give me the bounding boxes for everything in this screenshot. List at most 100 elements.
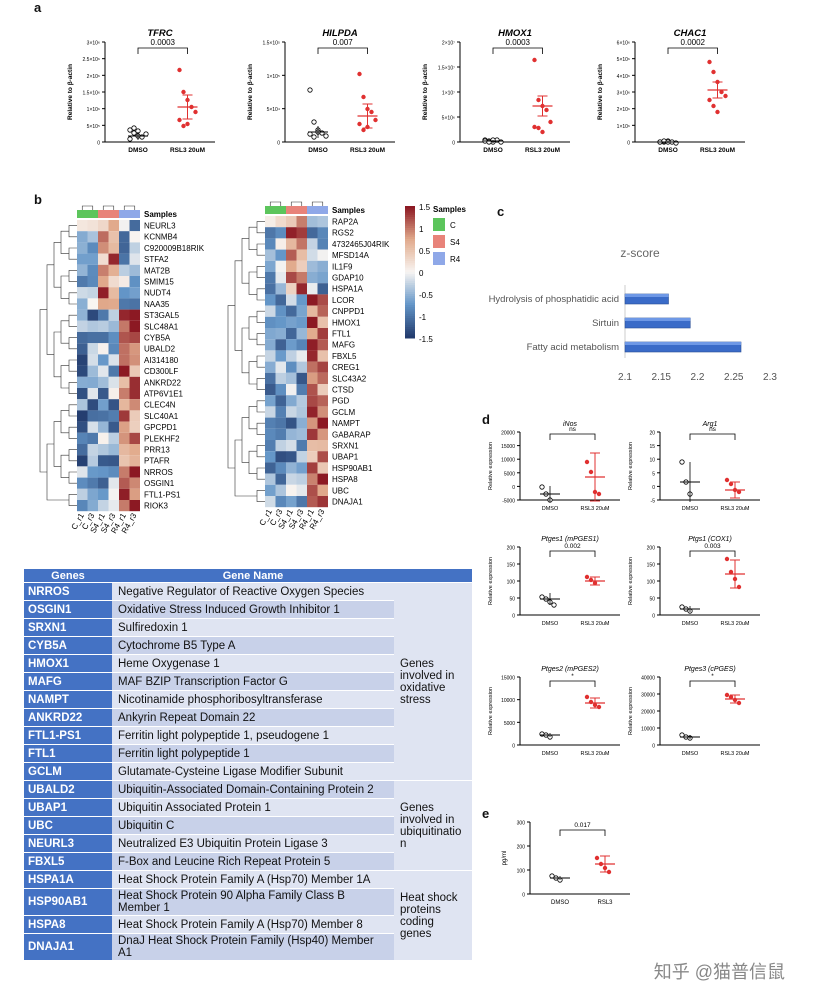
x-category-label: DMSO: [483, 147, 503, 154]
gene-full-name: Ferritin light polypeptide 1, pseudogene…: [112, 727, 394, 744]
heatmap-cell: [307, 260, 318, 272]
significance-bracket: [549, 433, 596, 440]
heatmap-cell: [296, 361, 307, 373]
colorbar-segment: [405, 300, 415, 304]
heatmap-cell: [77, 399, 88, 411]
heatmap-cell: [108, 365, 119, 377]
gene-table: Genes Gene Name NRROS Negative Regulator …: [24, 568, 472, 961]
heatmap-cell: [296, 249, 307, 261]
heatmap-cell: [307, 305, 318, 317]
heatmap-cell: [98, 365, 109, 377]
heatmap-cell: [307, 473, 318, 485]
heatmap-grid: Samples NEURL3 KCNMB4 C920009B18RIK STFA2 MAT…: [39, 205, 205, 535]
control-dot: [311, 134, 317, 140]
gene-symbol: HSPA1A: [24, 871, 112, 888]
colorbar-tick-label: -1: [419, 313, 427, 322]
chart-title: HMOX1: [498, 28, 532, 39]
y-tick-label: 1×10⁶: [87, 107, 100, 113]
heatmap-cell: [119, 410, 130, 422]
heatmap-cell: [307, 328, 318, 340]
dendrogram-branch: [256, 355, 265, 368]
colorbar-segment: [405, 252, 415, 255]
gene-full-name: F-Box and Leucine Rich Repeat Protein 5: [112, 853, 394, 870]
heatmap-colorbar: 1.5 1 0.5 0 -0.5 -1 -1.5: [405, 203, 433, 344]
heatmap-grid: Samples RAP2A RGS2 4732465J04RIK MFSD14A IL1F…: [227, 201, 390, 531]
x-category-label: RSL3 20uM: [700, 147, 735, 154]
heatmap-cell: [286, 440, 297, 452]
zscore-bars: Hydrolysis of phosphatidic acid Sirtuin Fa…: [489, 285, 777, 383]
gene-full-name: Oxidative Stress Induced Growth Inhibito…: [112, 601, 394, 618]
y-tick-label: 5×10⁵: [87, 124, 100, 130]
treatment-dot: [357, 121, 362, 127]
heatmap-cell: [77, 455, 88, 467]
significance-bracket: [689, 433, 736, 440]
heatmap-cell: [87, 455, 98, 467]
panel-label-a: a: [34, 0, 42, 15]
heatmap-cell: [87, 309, 98, 321]
colorbar-segment: [405, 298, 415, 302]
colorbar-segment: [405, 280, 415, 284]
treatment-dot: [177, 67, 182, 73]
dendrogram-branch: [311, 201, 324, 206]
heatmap-cell: [275, 428, 286, 440]
heatmap-gene-label: ANKRD22: [144, 378, 181, 387]
y-tick-label: 150: [507, 563, 516, 569]
heatmap-cell: [87, 220, 98, 232]
heatmap-cell: [286, 305, 297, 317]
colorbar-segment: [405, 335, 415, 339]
zscore-tick-label: 2.15: [652, 372, 672, 383]
heatmap-cell: [296, 339, 307, 351]
heatmap-cell: [77, 466, 88, 478]
treatment-dot: [548, 119, 553, 125]
control-dot: [498, 139, 504, 145]
heatmap-cell: [275, 440, 286, 452]
colorbar-segment: [405, 331, 415, 335]
heatmap-cell: [77, 432, 88, 444]
zscore-category-label: Sirtuin: [592, 318, 619, 329]
y-tick-label: 10000: [641, 727, 655, 733]
heatmap-cell: [296, 227, 307, 239]
chart-title: Ptges1 (mPGES1): [541, 536, 599, 543]
treatment-dot: [728, 481, 734, 487]
watermark: 知乎 @猫普信鼠: [653, 962, 785, 982]
chart-title: Ptges3 (cPGES): [684, 666, 735, 673]
treatment-dot: [536, 125, 541, 131]
heatmap-cell: [317, 249, 328, 261]
legend-label: S4: [450, 238, 460, 247]
heatmap-cell: [77, 264, 88, 276]
colorbar-segment: [405, 247, 415, 251]
treatment-dot: [711, 69, 716, 75]
heatmap-cell: [275, 216, 286, 228]
treatment-dot: [193, 109, 198, 115]
heatmap-cell: [108, 410, 119, 422]
gene-full-name: Ferritin light polypeptide 1: [112, 745, 394, 762]
heatmap-cell: [275, 294, 286, 306]
dendrogram-branch: [53, 421, 61, 467]
heatmap-cell: [296, 350, 307, 362]
y-tick-label: 0: [512, 744, 515, 750]
heatmap-cell: [119, 264, 130, 276]
y-axis-label: pg/ml: [502, 851, 508, 866]
chart-title: Ptges2 (mPGES2): [541, 666, 599, 673]
heatmap-gene-label: CNPPD1: [332, 307, 365, 316]
heatmap-cell: [307, 294, 318, 306]
dot-chart: CHAC1 0 1×10⁶ 2×10⁶ 3×10⁶ 4×10⁶ 5×10⁶ 6×10⁶ Rela…: [597, 28, 745, 154]
treatment-dot: [724, 692, 730, 698]
gene-full-name: Ubiquitin C: [112, 817, 394, 834]
heatmap-cell: [265, 451, 276, 463]
colorbar-segment: [405, 283, 415, 286]
colorbar-segment: [405, 311, 415, 315]
gene-symbol: UBC: [24, 817, 112, 834]
heatmap-cell: [87, 399, 98, 411]
heatmap-cell: [108, 455, 119, 467]
gene-full-name: Ankyrin Repeat Domain 22: [112, 709, 394, 726]
colorbar-segment: [405, 214, 415, 218]
control-dot: [311, 119, 317, 125]
heatmap-cell: [286, 260, 297, 272]
heatmap-cell: [286, 406, 297, 418]
treatment-dot: [361, 127, 366, 133]
heatmap-cell: [129, 298, 140, 310]
heatmap-cell: [129, 399, 140, 411]
gene-full-name: MAF BZIP Transcription Factor G: [112, 673, 394, 690]
